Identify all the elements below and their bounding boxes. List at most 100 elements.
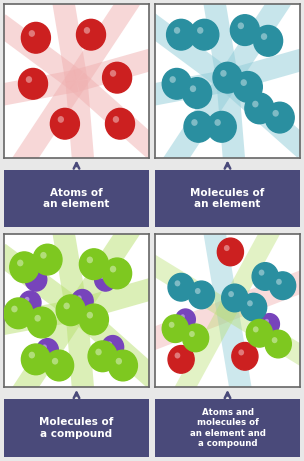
Circle shape	[189, 331, 195, 337]
Circle shape	[168, 346, 194, 373]
Circle shape	[238, 23, 244, 29]
Circle shape	[95, 268, 116, 291]
Circle shape	[230, 15, 259, 46]
Circle shape	[176, 309, 195, 330]
Circle shape	[247, 300, 253, 307]
Circle shape	[87, 312, 93, 319]
Circle shape	[182, 78, 212, 108]
Circle shape	[26, 76, 32, 83]
Circle shape	[71, 290, 93, 313]
Text: Molecules of
a compound: Molecules of a compound	[39, 417, 114, 439]
Circle shape	[58, 116, 64, 123]
Circle shape	[25, 268, 47, 291]
Circle shape	[4, 298, 33, 329]
Circle shape	[254, 25, 283, 56]
Circle shape	[182, 324, 209, 352]
FancyBboxPatch shape	[0, 396, 155, 459]
Circle shape	[30, 274, 35, 279]
Circle shape	[259, 270, 264, 276]
Text: Molecules of
an element: Molecules of an element	[190, 188, 265, 209]
Circle shape	[36, 339, 58, 362]
FancyBboxPatch shape	[149, 167, 304, 230]
Text: Atoms of
an element: Atoms of an element	[43, 188, 110, 209]
Circle shape	[197, 27, 203, 34]
Text: Atoms and
molecules of
an element and
a compound: Atoms and molecules of an element and a …	[190, 408, 265, 448]
Circle shape	[113, 116, 119, 123]
Circle shape	[222, 284, 248, 312]
Circle shape	[25, 297, 29, 302]
Circle shape	[103, 62, 132, 93]
Circle shape	[34, 315, 41, 322]
Circle shape	[228, 291, 234, 297]
Circle shape	[109, 350, 137, 381]
Circle shape	[191, 119, 198, 126]
Circle shape	[240, 79, 247, 86]
Circle shape	[79, 249, 109, 279]
Circle shape	[217, 238, 244, 266]
Circle shape	[272, 337, 278, 343]
Circle shape	[88, 341, 117, 372]
Circle shape	[272, 110, 279, 117]
Circle shape	[252, 100, 258, 107]
Circle shape	[246, 319, 272, 347]
Circle shape	[174, 27, 180, 34]
Circle shape	[195, 288, 201, 294]
Circle shape	[116, 358, 122, 365]
Circle shape	[77, 19, 105, 50]
Circle shape	[265, 102, 294, 133]
Circle shape	[84, 27, 90, 34]
Circle shape	[252, 263, 278, 290]
Circle shape	[270, 272, 296, 300]
Circle shape	[40, 252, 47, 259]
Circle shape	[105, 108, 134, 139]
Circle shape	[188, 281, 214, 309]
Circle shape	[103, 258, 132, 289]
Circle shape	[232, 343, 258, 370]
Circle shape	[162, 315, 188, 343]
Circle shape	[190, 19, 219, 50]
Circle shape	[162, 69, 191, 99]
Circle shape	[11, 306, 18, 313]
Circle shape	[19, 291, 41, 314]
Circle shape	[87, 256, 93, 263]
Circle shape	[110, 266, 116, 272]
Circle shape	[207, 112, 236, 142]
Circle shape	[102, 336, 124, 359]
Circle shape	[174, 353, 180, 359]
Circle shape	[276, 279, 282, 285]
Circle shape	[233, 71, 262, 102]
Circle shape	[260, 313, 279, 335]
FancyBboxPatch shape	[149, 396, 304, 459]
Circle shape	[170, 76, 176, 83]
Circle shape	[220, 70, 226, 77]
Circle shape	[110, 70, 116, 77]
Circle shape	[64, 302, 70, 309]
Circle shape	[253, 326, 259, 332]
Circle shape	[42, 344, 47, 349]
Circle shape	[213, 62, 242, 93]
Circle shape	[79, 304, 109, 335]
Circle shape	[95, 349, 102, 355]
Circle shape	[264, 319, 269, 324]
Circle shape	[33, 244, 62, 275]
Circle shape	[168, 273, 194, 301]
Circle shape	[52, 358, 58, 365]
Circle shape	[17, 260, 23, 266]
Circle shape	[21, 23, 50, 53]
Circle shape	[27, 307, 56, 338]
Circle shape	[50, 108, 79, 139]
Circle shape	[100, 274, 105, 279]
Circle shape	[190, 85, 196, 92]
Circle shape	[45, 350, 74, 381]
Circle shape	[261, 33, 267, 40]
Circle shape	[214, 119, 221, 126]
Circle shape	[21, 344, 50, 375]
Circle shape	[10, 252, 39, 283]
Circle shape	[29, 30, 35, 37]
Circle shape	[29, 352, 35, 359]
Circle shape	[265, 330, 291, 358]
Circle shape	[19, 69, 47, 99]
Circle shape	[169, 322, 174, 328]
Circle shape	[181, 314, 185, 319]
Circle shape	[107, 341, 112, 346]
